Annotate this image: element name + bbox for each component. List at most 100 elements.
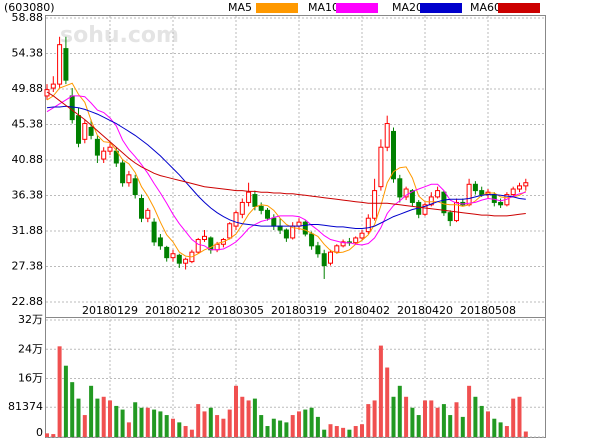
candle-body: [69, 95, 75, 121]
candle-body: [126, 174, 132, 184]
candle-body: [403, 188, 409, 198]
volume-bar: [410, 407, 415, 437]
volume-bar: [108, 400, 112, 437]
volume-bar: [126, 422, 131, 437]
candle-body: [57, 44, 63, 85]
candle-body: [265, 209, 270, 219]
volume-bar: [133, 402, 138, 437]
volume-bar: [492, 418, 497, 437]
volume-bar: [208, 407, 213, 437]
candle-body: [309, 233, 315, 247]
candle-body: [277, 225, 283, 231]
volume-bar: [57, 346, 62, 437]
volume-bar: [177, 422, 182, 437]
volume-bar: [511, 398, 516, 437]
volume-bar: [486, 411, 490, 437]
y-tick-label: 36.38: [12, 189, 44, 202]
y-tick-label: 22.88: [12, 295, 44, 308]
candle-body: [523, 182, 529, 187]
volume-bar: [227, 409, 232, 437]
candle-body: [422, 204, 428, 215]
y-tick-label: 31.88: [12, 224, 44, 237]
y-tick-label: 16万: [18, 372, 43, 385]
candle-body: [76, 115, 81, 144]
candle-body: [101, 150, 107, 160]
volume-bar: [435, 407, 440, 437]
candle-body: [384, 123, 390, 148]
volume-bar: [82, 415, 87, 437]
candle-body: [195, 239, 201, 253]
volume-bar: [498, 422, 503, 437]
volume-bar: [391, 396, 396, 437]
candle-body: [170, 253, 176, 259]
candle-body: [145, 209, 151, 219]
legend-label: MA5: [228, 1, 252, 14]
candle-body: [50, 83, 56, 89]
legend-swatch: [336, 3, 378, 13]
candle-body: [378, 146, 384, 188]
y-tick-label: 58.88: [12, 11, 44, 24]
volume-bar: [215, 415, 220, 437]
stock-code: (603080): [4, 1, 55, 14]
volume-bar: [196, 404, 201, 437]
candle-body: [428, 196, 434, 206]
candle-body: [365, 217, 371, 233]
volume-bar: [517, 396, 522, 437]
candle-body: [510, 188, 516, 196]
ma-line: [46, 105, 526, 229]
legend-label: MA10: [308, 1, 339, 14]
volume-bar: [454, 402, 459, 437]
candle-body: [447, 212, 453, 222]
x-tick-label: 20180402: [334, 304, 390, 317]
y-tick-label: 40.88: [12, 153, 44, 166]
volume-bar: [164, 415, 169, 437]
volume-bar: [429, 400, 434, 437]
candle-body: [334, 245, 340, 253]
volume-bar: [189, 429, 194, 437]
volume-bar: [152, 409, 157, 437]
volume-bar: [240, 396, 245, 437]
volume-bar: [467, 385, 472, 437]
candle-body: [176, 254, 182, 264]
candle-body: [157, 237, 163, 247]
volume-bar: [473, 396, 478, 437]
volume-bar: [416, 415, 421, 437]
candle-body: [340, 241, 346, 247]
candle-body: [246, 191, 252, 203]
candle-body: [498, 201, 504, 206]
volume-bar: [95, 398, 100, 437]
candle-body: [491, 194, 497, 203]
candle-body: [120, 162, 126, 184]
candle-body: [88, 126, 94, 136]
volume-bar: [89, 385, 94, 437]
candle-body: [472, 183, 478, 192]
x-tick-label: 20180420: [397, 304, 453, 317]
volume-bar: [290, 415, 295, 437]
volume-bar: [259, 415, 264, 437]
candle-body: [302, 221, 308, 235]
volume-bar: [252, 398, 257, 437]
candle-body: [353, 237, 359, 244]
candle-body: [151, 221, 157, 243]
volume-bar: [76, 398, 81, 437]
legend-swatch: [256, 3, 298, 13]
volume-bar: [366, 404, 371, 437]
volume-bar: [221, 418, 226, 437]
y-tick-label: 49.88: [12, 82, 44, 95]
volume-bar: [341, 427, 346, 437]
candle-body: [214, 243, 220, 251]
volume-bar: [271, 418, 276, 437]
candle-body: [466, 183, 472, 206]
volume-bar: [70, 382, 75, 437]
volume-bar: [63, 365, 68, 437]
volume-bar: [202, 411, 207, 437]
candle-body: [271, 217, 277, 227]
x-tick-label: 20180305: [208, 304, 264, 317]
mark-layer: [44, 36, 529, 437]
candle-body: [94, 138, 100, 156]
volume-bar: [448, 415, 453, 437]
volume-bar: [51, 434, 56, 437]
candle-body: [258, 205, 264, 211]
volume-bar: [441, 404, 446, 437]
y-tick-label: 45.38: [12, 118, 44, 131]
